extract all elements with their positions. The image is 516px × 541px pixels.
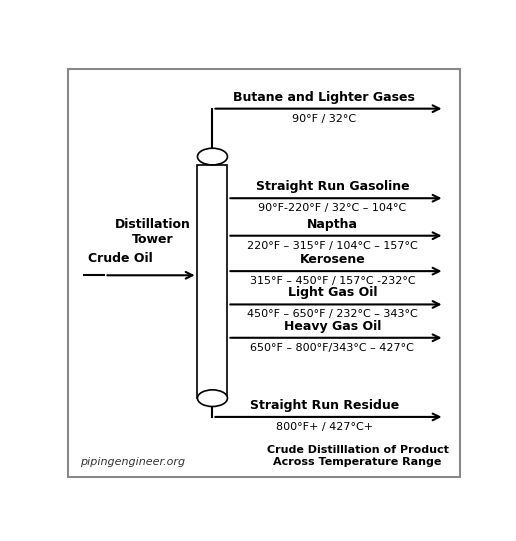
Text: Distillation
Tower: Distillation Tower: [115, 217, 190, 246]
Text: Butane and Lighter Gases: Butane and Lighter Gases: [234, 91, 415, 104]
Bar: [198, 165, 228, 398]
Text: Kerosene: Kerosene: [300, 253, 365, 266]
Text: 90°F-220°F / 32°C – 104°C: 90°F-220°F / 32°C – 104°C: [259, 203, 407, 213]
Text: 800°F+ / 427°C+: 800°F+ / 427°C+: [276, 422, 373, 432]
Text: Naptha: Naptha: [307, 217, 358, 230]
Text: 220°F – 315°F / 104°C – 157°C: 220°F – 315°F / 104°C – 157°C: [247, 241, 418, 250]
Text: 315°F – 450°F / 157°C -232°C: 315°F – 450°F / 157°C -232°C: [250, 276, 415, 286]
Text: Straight Run Gasoline: Straight Run Gasoline: [255, 180, 409, 193]
Ellipse shape: [198, 148, 228, 165]
Text: 650°F – 800°F/343°C – 427°C: 650°F – 800°F/343°C – 427°C: [250, 343, 414, 353]
Text: 450°F – 650°F / 232°C – 343°C: 450°F – 650°F / 232°C – 343°C: [247, 309, 418, 319]
Text: Straight Run Residue: Straight Run Residue: [250, 399, 399, 412]
Text: Crude Oil: Crude Oil: [89, 252, 153, 265]
Ellipse shape: [198, 390, 228, 406]
Text: Light Gas Oil: Light Gas Oil: [288, 286, 377, 300]
Text: pipingengineer.org: pipingengineer.org: [80, 457, 186, 467]
Text: Heavy Gas Oil: Heavy Gas Oil: [284, 320, 381, 333]
Text: Crude Distilllation of Product
Across Temperature Range: Crude Distilllation of Product Across Te…: [267, 445, 448, 467]
Text: 90°F / 32°C: 90°F / 32°C: [293, 114, 357, 124]
